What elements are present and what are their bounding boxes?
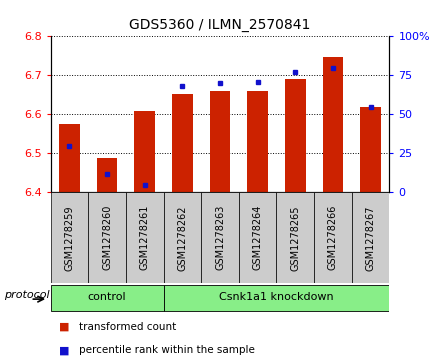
Bar <box>352 192 389 283</box>
Text: protocol: protocol <box>4 290 50 300</box>
Text: GSM1278261: GSM1278261 <box>140 205 150 270</box>
Text: GSM1278266: GSM1278266 <box>328 205 338 270</box>
Text: GSM1278259: GSM1278259 <box>64 205 74 270</box>
Text: control: control <box>88 292 126 302</box>
Bar <box>360 107 381 192</box>
Text: ■: ■ <box>59 345 70 355</box>
Bar <box>247 91 268 192</box>
Bar <box>285 79 306 192</box>
Text: GSM1278262: GSM1278262 <box>177 205 187 270</box>
Bar <box>126 192 164 283</box>
Bar <box>51 192 88 283</box>
Bar <box>164 192 201 283</box>
Bar <box>88 192 126 283</box>
Bar <box>239 192 276 283</box>
Bar <box>323 57 343 192</box>
Text: GSM1278264: GSM1278264 <box>253 205 263 270</box>
Text: GSM1278263: GSM1278263 <box>215 205 225 270</box>
Bar <box>276 192 314 283</box>
Bar <box>97 158 117 192</box>
Bar <box>59 124 80 192</box>
Bar <box>134 111 155 192</box>
Bar <box>51 285 164 311</box>
Bar <box>164 285 389 311</box>
Title: GDS5360 / ILMN_2570841: GDS5360 / ILMN_2570841 <box>129 19 311 33</box>
Bar <box>172 94 193 192</box>
Text: Csnk1a1 knockdown: Csnk1a1 knockdown <box>219 292 334 302</box>
Bar <box>314 192 352 283</box>
Text: ■: ■ <box>59 322 70 332</box>
Text: transformed count: transformed count <box>79 322 176 332</box>
Text: GSM1278265: GSM1278265 <box>290 205 300 270</box>
Bar <box>201 192 239 283</box>
Text: GSM1278267: GSM1278267 <box>366 205 376 270</box>
Bar <box>209 91 231 192</box>
Text: GSM1278260: GSM1278260 <box>102 205 112 270</box>
Text: percentile rank within the sample: percentile rank within the sample <box>79 345 255 355</box>
